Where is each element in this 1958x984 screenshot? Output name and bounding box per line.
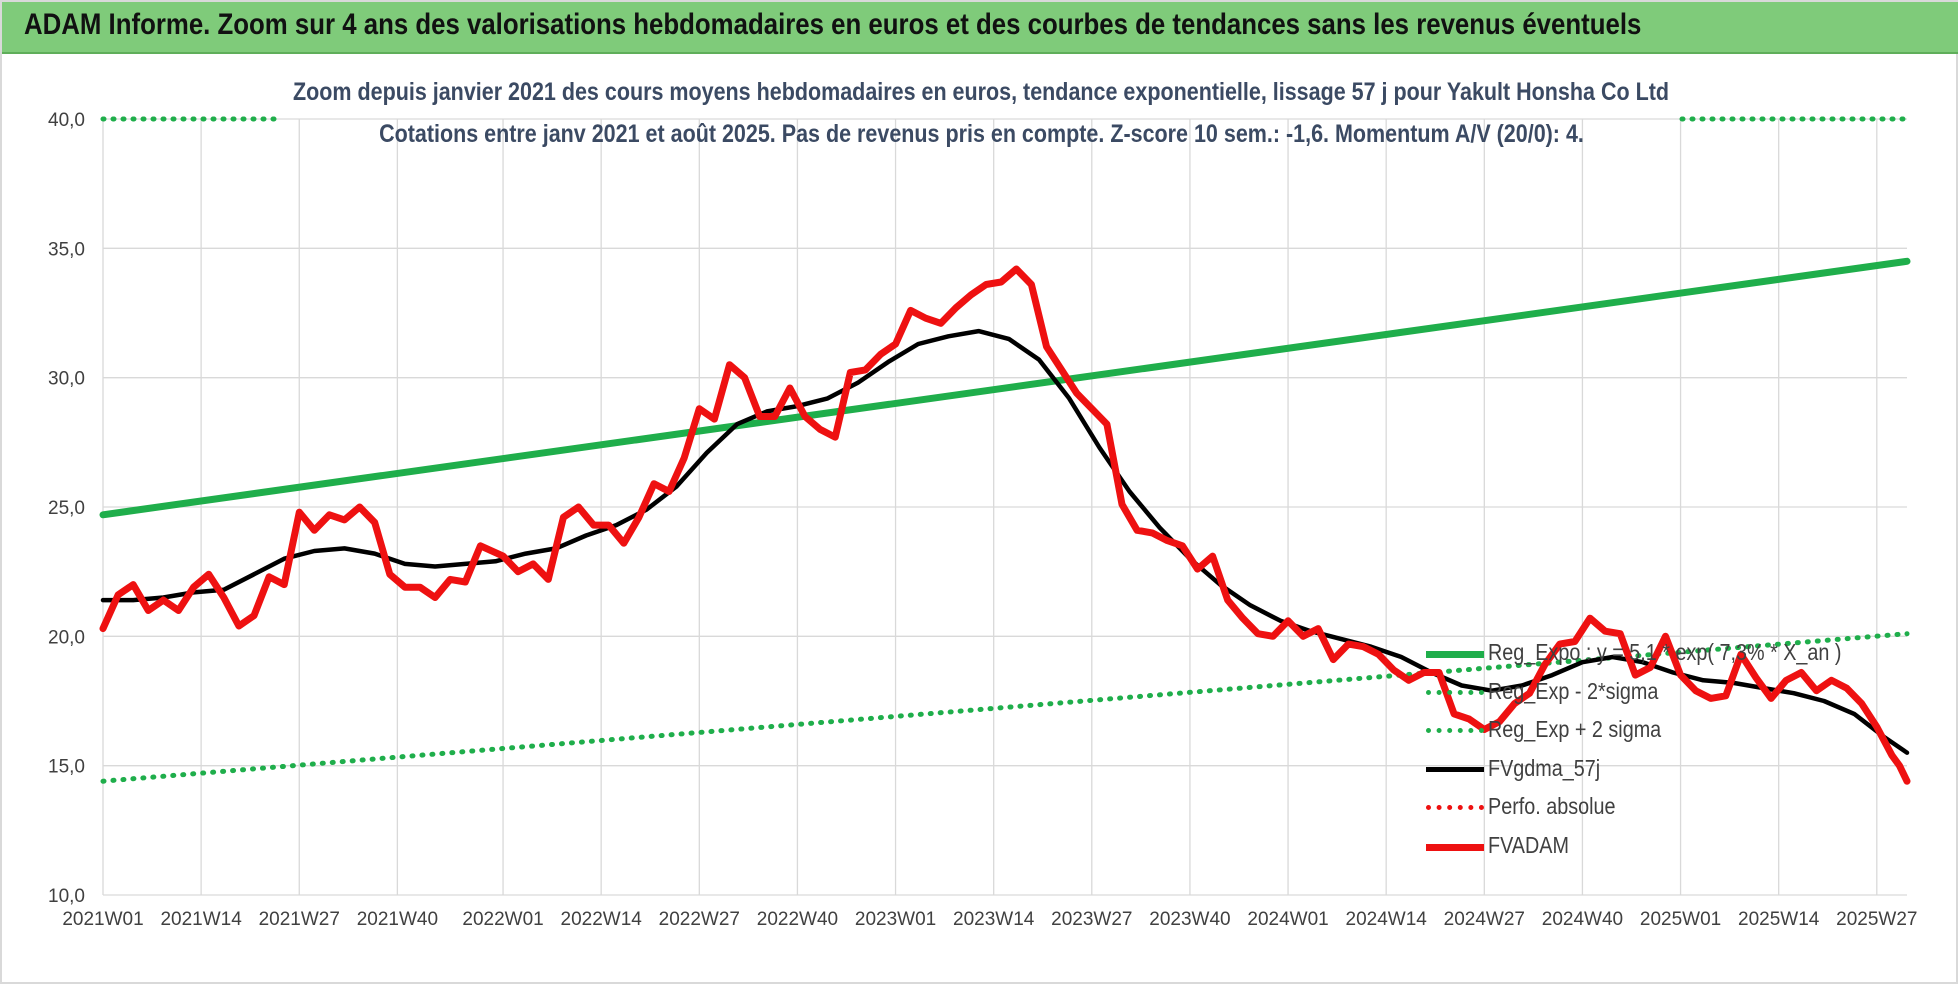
- legend-item: Perfo. absolue: [1426, 793, 1866, 823]
- series-line-4: [100, 328, 1910, 755]
- legend-item: Reg_Exp + 2 sigma: [1426, 716, 1866, 746]
- legend-swatch: [1426, 766, 1484, 772]
- legend-label: FVgdma_57j: [1488, 754, 1601, 781]
- x-tick-label: 2023W27: [1051, 909, 1132, 930]
- x-tick-label: 2022W40: [757, 909, 838, 930]
- x-tick-label: 2025W14: [1738, 909, 1820, 930]
- y-tick-label: 30,0: [48, 369, 85, 390]
- report-title: ADAM Informe. Zoom sur 4 ans des valoris…: [24, 8, 1642, 41]
- legend-swatch: [1426, 843, 1484, 851]
- x-tick-label: 2022W27: [659, 909, 740, 930]
- y-tick-label: 40,0: [48, 110, 85, 131]
- x-tick-label: 2023W01: [855, 909, 936, 930]
- y-tick-label: 15,0: [48, 757, 85, 778]
- x-tick-label: 2022W14: [561, 909, 643, 930]
- x-tick-label: 2021W40: [357, 909, 438, 930]
- series-line-1: [99, 257, 1911, 519]
- legend-swatch: [1426, 689, 1484, 695]
- x-tick-label: 2025W01: [1640, 909, 1721, 930]
- chart-subtitle-line-2: Cotations entre janv 2021 et août 2025. …: [2, 120, 1958, 149]
- y-axis-tick-labels: 10,0 15,0 20,0 25,0 30,0 35,0 40,0: [48, 110, 85, 907]
- subtitle-text-1: Zoom depuis janvier 2021 des cours moyen…: [292, 78, 1669, 106]
- line-chart: 10,015,020,025,030,035,040,0 2021W01 2021…: [48, 110, 1917, 930]
- gridlines: [102, 118, 1907, 896]
- x-tick-label: 2024W01: [1247, 909, 1328, 930]
- x-tick-label: 2025W27: [1836, 909, 1917, 930]
- chart-series: [99, 116, 1911, 785]
- y-tick-label: 10,0: [48, 886, 85, 907]
- legend-swatch: [1426, 651, 1484, 658]
- x-tick-label: 2024W27: [1444, 909, 1525, 930]
- x-tick-label: 2024W14: [1346, 909, 1428, 930]
- x-tick-label: 2021W01: [62, 909, 143, 930]
- x-axis-tick-labels: 2021W01 2021W14 2021W27 2021W40 2022W01 2022W…: [62, 909, 1917, 930]
- legend-label: FVADAM: [1488, 831, 1569, 858]
- legend-item: FVADAM: [1426, 832, 1866, 862]
- x-tick-label: 2023W40: [1149, 909, 1230, 930]
- x-tick-label: 2024W40: [1542, 909, 1623, 930]
- legend-label: Reg_Exp - 2*sigma: [1488, 677, 1659, 704]
- x-tick-label: 2021W14: [160, 909, 242, 930]
- x-tick-label: 2023W14: [953, 909, 1035, 930]
- legend-label: Reg_Exp + 2 sigma: [1488, 716, 1662, 742]
- title-banner: ADAM Informe. Zoom sur 4 ans des valoris…: [2, 2, 1958, 54]
- y-tick-label: 35,0: [48, 239, 85, 260]
- y-tick-label: 20,0: [48, 627, 85, 648]
- chart-subtitle-line-1: Zoom depuis janvier 2021 des cours moyen…: [2, 78, 1958, 107]
- legend-swatch: [1426, 728, 1484, 733]
- x-tick-label: 2021W27: [259, 909, 340, 930]
- series-line-6: [99, 265, 1911, 785]
- legend-label: Perfo. absolue: [1488, 793, 1616, 819]
- y-tick-label: 25,0: [48, 498, 85, 519]
- x-tick-label: 2022W01: [462, 909, 543, 930]
- legend-label: Reg_Expo : y = 5,1 * exp( 7,3% * X_an ): [1488, 639, 1842, 665]
- legend-item: Reg_Exp - 2*sigma: [1426, 678, 1866, 708]
- legend-item: Reg_Expo : y = 5,1 * exp( 7,3% * X_an ): [1426, 639, 1866, 669]
- legend-item: FVgdma_57j: [1426, 755, 1866, 785]
- legend-swatch: [1426, 805, 1484, 810]
- subtitle-text-2: Cotations entre janv 2021 et août 2025. …: [378, 120, 1584, 148]
